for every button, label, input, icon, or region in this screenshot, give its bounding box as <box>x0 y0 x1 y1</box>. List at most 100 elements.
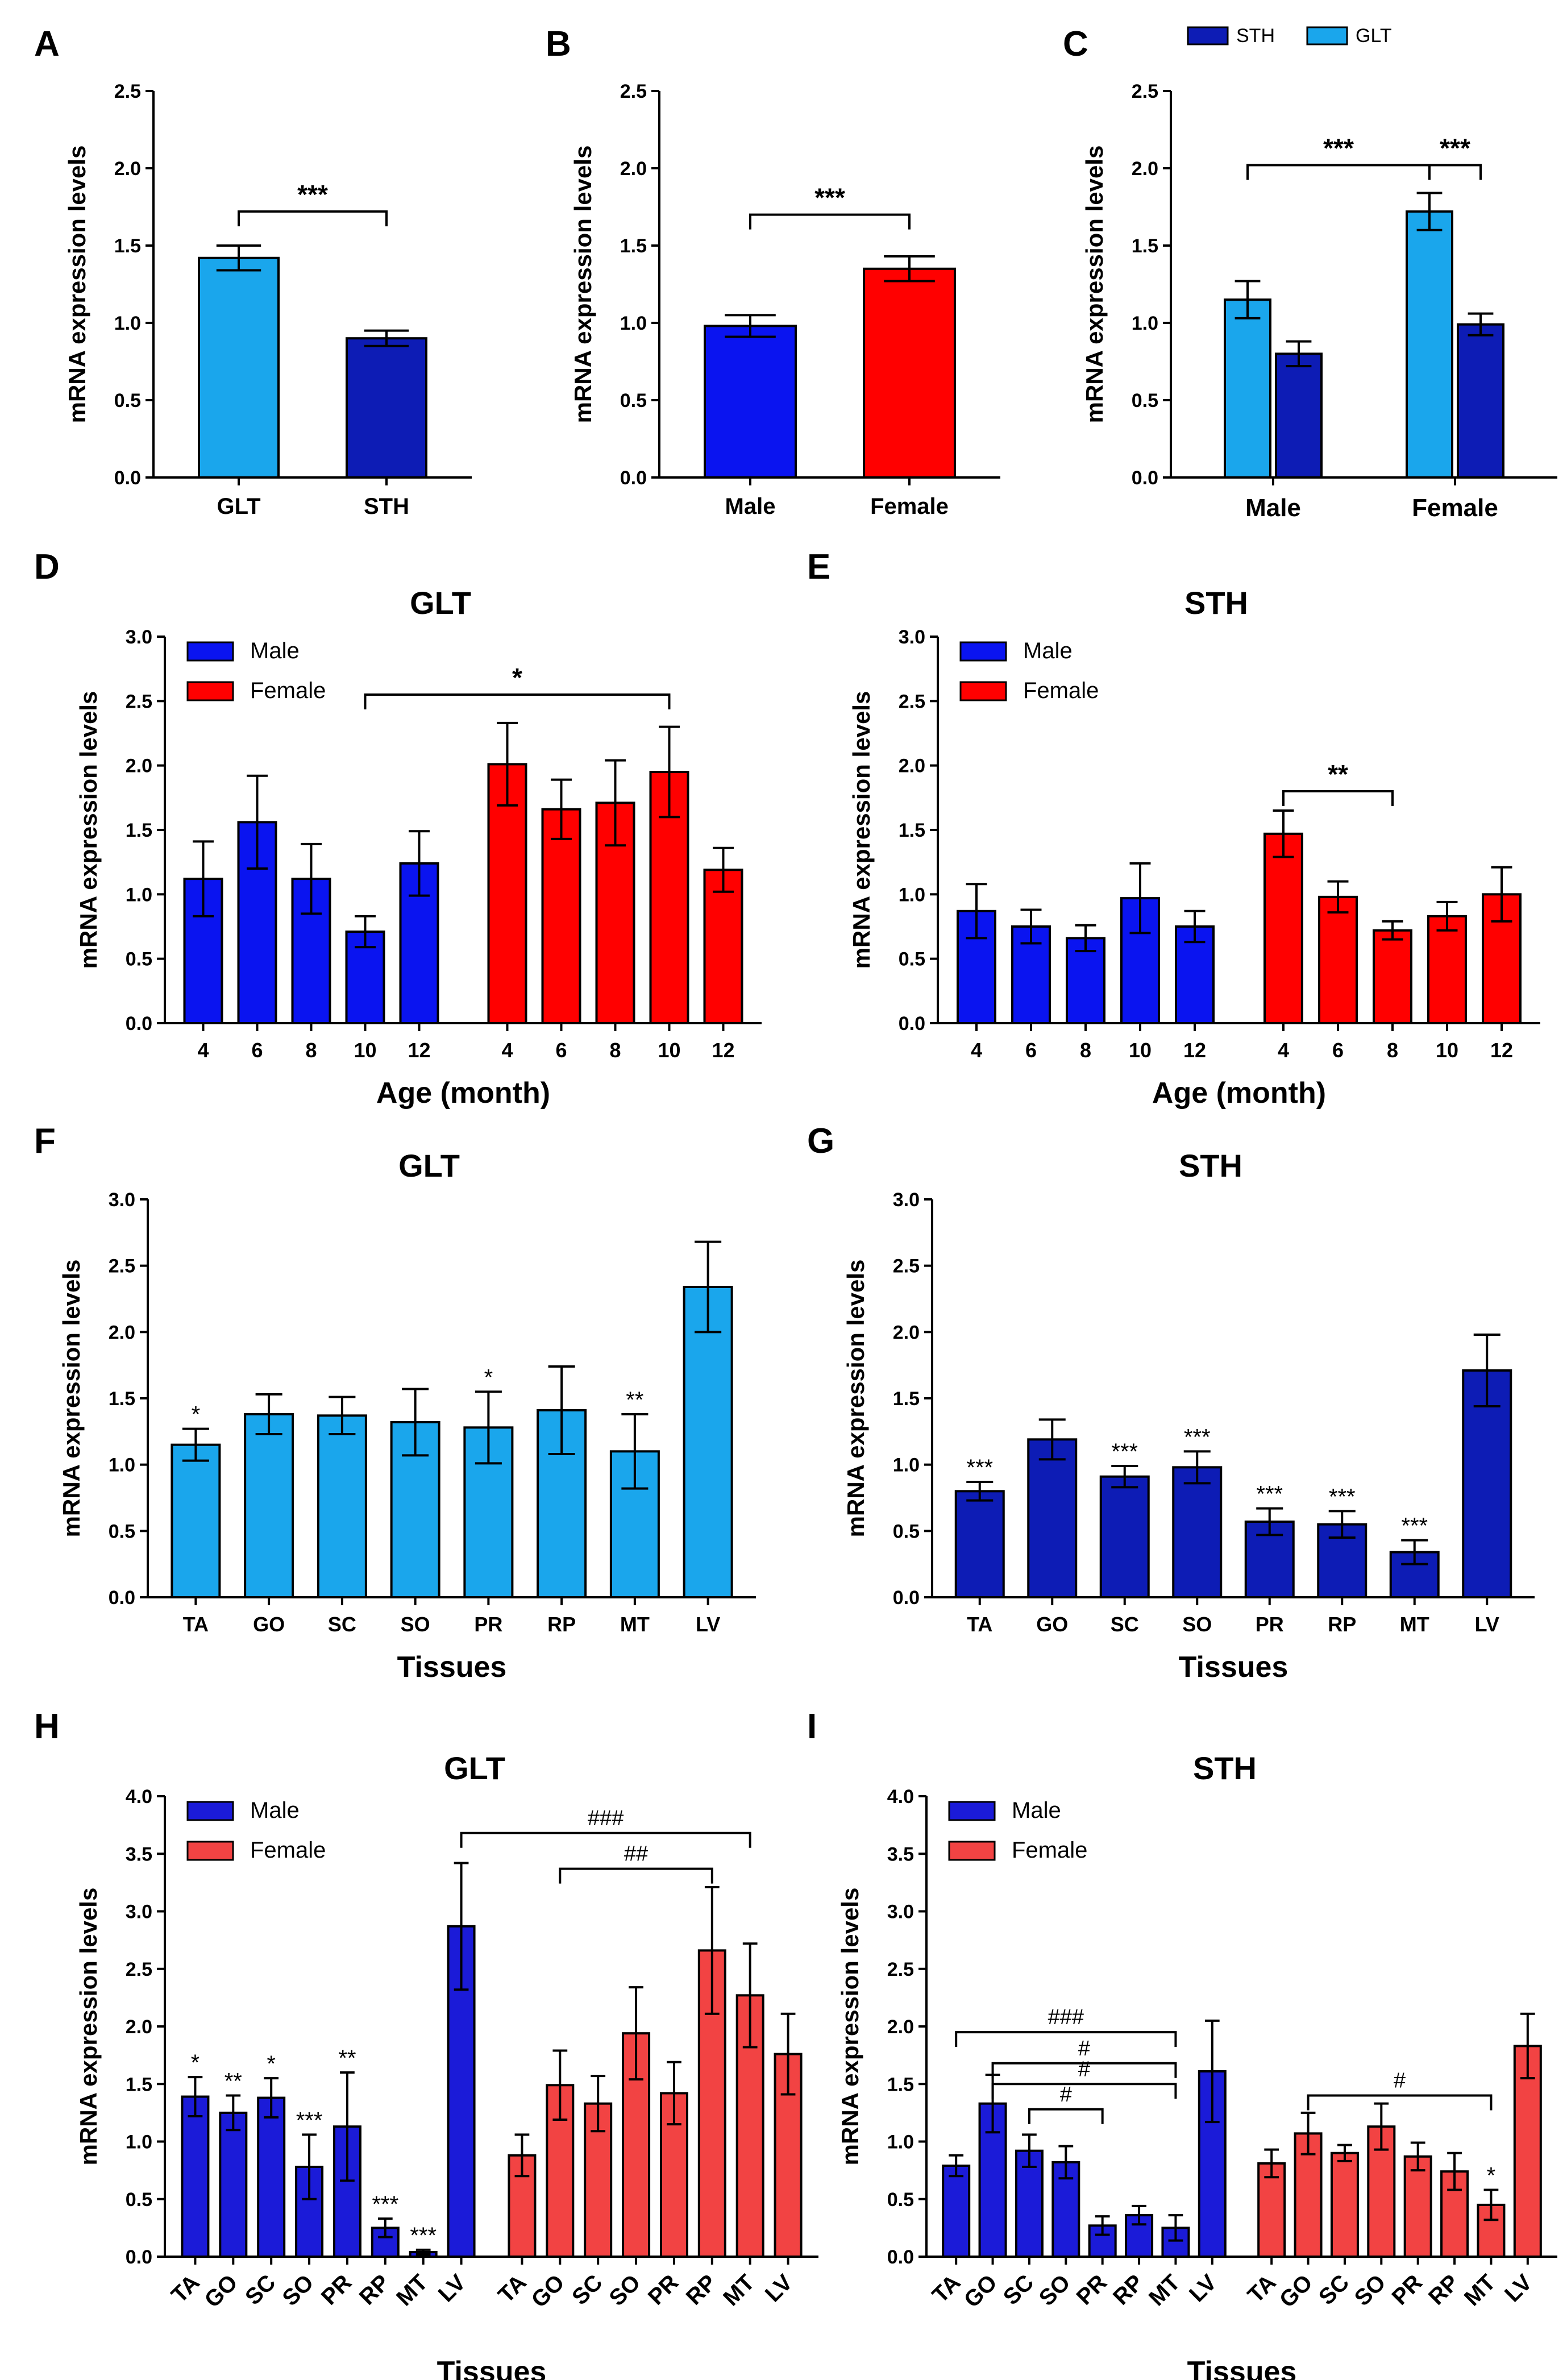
bar <box>317 1414 367 1598</box>
y-tick-label: 0.5 <box>1132 390 1158 412</box>
y-tick-label: 3.5 <box>887 1843 914 1865</box>
chart-panel-g: G *** TA GO *** SC *** SO *** PR *** RP *** MT LV 0.0 0.… <box>807 1120 1557 1705</box>
significance-bracket <box>238 210 388 227</box>
y-tick-label: 2.5 <box>620 81 647 102</box>
chart-panel-c: C Male Female 0.0 0.5 1.0 1.5 2.0 2.5 mRNA expres… <box>1063 23 1563 546</box>
y-tick-label: 0.0 <box>887 2246 914 2268</box>
panel-letter: E <box>807 547 830 587</box>
chart-e: E 4 6 8 10 12 4 6 8 10 12 0.0 0.5 1.0 1.5 2.0 2.5 3.0 mRNA… <box>807 547 1540 1110</box>
y-tick-label: 2.0 <box>899 755 925 777</box>
x-tick-label: GO <box>200 2270 243 2312</box>
bar <box>1099 1475 1150 1599</box>
y-tick-label: 0.0 <box>620 467 647 489</box>
legend-label: Female <box>250 678 326 703</box>
bracket-label: * <box>512 663 522 692</box>
chart-a: A GLT STH 0.0 0.5 1.0 1.5 2.0 2.5 mRNA expression… <box>34 24 472 519</box>
bar <box>1027 1438 1078 1598</box>
y-tick-label: 2.5 <box>1132 81 1158 102</box>
bar <box>1224 298 1271 479</box>
y-tick-label: 1.0 <box>893 1455 920 1476</box>
y-tick-label: 0.0 <box>109 1587 135 1609</box>
y-axis-label: mRNA expression levels <box>1081 146 1108 423</box>
x-tick-label: TA <box>1243 2270 1281 2308</box>
y-tick-label: 1.5 <box>899 820 925 841</box>
y-axis-label: mRNA expression levels <box>848 691 875 969</box>
y-tick-label: 0.5 <box>126 2189 152 2211</box>
bar <box>1263 832 1303 1024</box>
x-tick-label: MT <box>718 2270 759 2311</box>
bar <box>1318 895 1358 1024</box>
y-axis-label: mRNA expression levels <box>570 146 596 423</box>
x-tick-label: MT <box>392 2270 433 2311</box>
y-tick-label: 1.5 <box>1132 235 1158 257</box>
bar <box>198 256 280 479</box>
bracket-label: ** <box>1328 759 1348 789</box>
x-tick-label: SC <box>240 2270 280 2310</box>
x-tick-label: MT <box>1400 1613 1429 1636</box>
bracket-label: *** <box>1440 134 1470 163</box>
y-tick-label: 1.0 <box>887 2132 914 2153</box>
x-tick-label: Female <box>1412 494 1498 522</box>
legend-swatch <box>948 1841 996 1861</box>
y-tick-label: 2.5 <box>126 1959 152 1980</box>
chart-d: D 4 6 8 10 12 4 6 8 10 12 0.0 0.5 1.0 1.5 2.0 2.5 3.0 mRNA… <box>34 547 762 1110</box>
x-tick-label: STH <box>364 494 409 519</box>
chart-title: STH <box>1179 1148 1242 1183</box>
bar <box>1275 352 1323 479</box>
y-tick-label: 1.5 <box>126 820 152 841</box>
y-tick-label: 0.0 <box>126 2246 152 2268</box>
x-tick-label: LV <box>760 2270 797 2307</box>
y-tick-label: 1.0 <box>899 884 925 906</box>
x-tick-label: GO <box>253 1613 285 1636</box>
legend-swatch <box>948 1801 996 1821</box>
x-tick-label: RP <box>1108 2270 1148 2310</box>
x-axis-label: Tissues <box>1187 2356 1297 2380</box>
legend-swatch <box>186 1841 234 1861</box>
legend-label: Male <box>1012 1798 1061 1823</box>
x-tick-label: PR <box>643 2270 683 2310</box>
legend-swatch <box>1187 26 1229 45</box>
chart-b: B Male Female 0.0 0.5 1.0 1.5 2.0 2.5 mRNA expres… <box>546 24 1000 519</box>
legend-label: Male <box>250 638 300 663</box>
x-tick-label: TA <box>928 2270 966 2308</box>
x-tick-label: PR <box>474 1613 502 1636</box>
significance-bracket <box>1246 164 1431 180</box>
x-tick-label: 12 <box>1183 1039 1206 1062</box>
significance-label: *** <box>410 2223 437 2248</box>
legend-swatch <box>186 641 234 662</box>
x-tick-label: 6 <box>1025 1039 1037 1062</box>
y-axis-label: mRNA expression levels <box>842 1260 869 1538</box>
y-tick-label: 0.5 <box>893 1521 920 1542</box>
y-tick-label: 0.5 <box>620 390 647 412</box>
bracket-label: # <box>1060 2083 1072 2107</box>
y-tick-label: 2.0 <box>109 1322 135 1343</box>
y-tick-label: 0.0 <box>1132 467 1158 489</box>
x-tick-label: 8 <box>305 1039 317 1062</box>
y-tick-label: 0.5 <box>126 949 152 970</box>
legend-label: Female <box>1023 678 1099 703</box>
x-tick-label: 8 <box>609 1039 621 1062</box>
x-tick-label: LV <box>434 2270 471 2307</box>
chart-title: GLT <box>410 585 471 621</box>
x-axis-label: Age (month) <box>1152 1077 1326 1110</box>
bracket-label: *** <box>1323 134 1354 163</box>
bracket-label: # <box>1078 2057 1090 2081</box>
x-tick-label: MT <box>1460 2270 1501 2311</box>
y-tick-label: 1.0 <box>1132 313 1158 334</box>
bar <box>1427 915 1467 1024</box>
y-tick-label: 1.5 <box>893 1388 920 1410</box>
x-tick-label: SO <box>604 2270 645 2311</box>
panel-letter: A <box>34 24 60 64</box>
y-tick-label: 2.5 <box>899 691 925 712</box>
x-tick-label: 4 <box>501 1039 513 1062</box>
significance-label: * <box>191 2050 200 2075</box>
panel-letter: H <box>34 1707 60 1746</box>
bar <box>171 1443 221 1599</box>
y-tick-label: 0.0 <box>893 1587 920 1609</box>
x-tick-label: GLT <box>217 494 260 519</box>
x-tick-label: SC <box>328 1613 356 1636</box>
x-tick-label: TA <box>967 1613 992 1636</box>
x-tick-label: 12 <box>1490 1039 1513 1062</box>
chart-h: H*TA**GO*SC***SO**PR***RP***MT LV TAGOSCSO… <box>34 1707 818 2380</box>
y-tick-label: 0.5 <box>899 949 925 970</box>
